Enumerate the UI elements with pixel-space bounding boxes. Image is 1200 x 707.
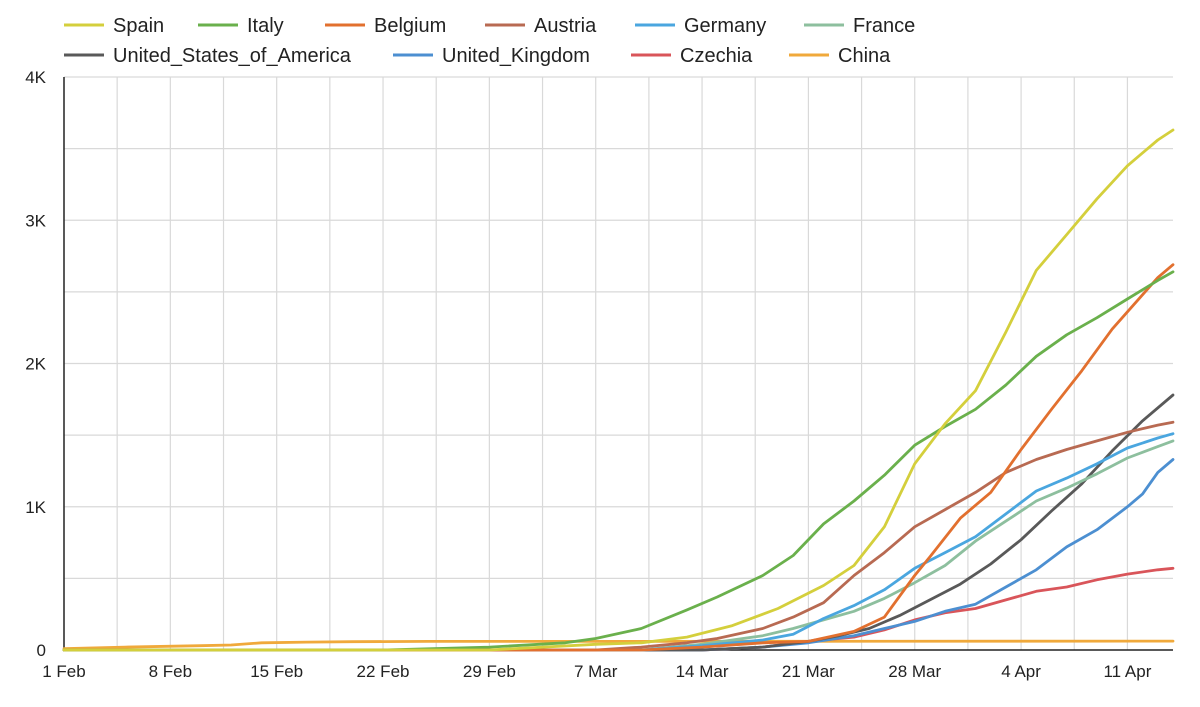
series-line-china <box>62 639 1175 650</box>
legend-label: Austria <box>534 15 597 37</box>
series-line-spain <box>62 128 1175 652</box>
series-line-france <box>62 439 1175 652</box>
series-line-italy <box>62 270 1175 652</box>
x-tick-label: 8 Feb <box>149 662 192 681</box>
series-line-united-kingdom <box>62 458 1175 652</box>
x-tick-label: 29 Feb <box>463 662 516 681</box>
legend-label: France <box>853 15 915 37</box>
legend-item-united-states-of-america: United_States_of_America <box>64 45 352 67</box>
x-tick-label: 1 Feb <box>42 662 85 681</box>
legend-label: United_Kingdom <box>442 45 590 67</box>
legend-item-italy: Italy <box>198 15 284 37</box>
series-line-belgium <box>62 263 1175 652</box>
legend-item-belgium: Belgium <box>325 15 446 37</box>
x-tick-label: 21 Mar <box>782 662 835 681</box>
series-line-czechia <box>62 566 1175 652</box>
y-tick-label: 0 <box>37 641 46 660</box>
series-lines <box>62 128 1175 652</box>
x-tick-label: 11 Apr <box>1103 662 1151 681</box>
legend-label: United_States_of_America <box>113 45 352 67</box>
x-tick-label: 14 Mar <box>676 662 729 681</box>
series-line-austria <box>62 420 1175 652</box>
legend-label: Italy <box>247 15 284 37</box>
gridlines <box>64 76 1173 650</box>
x-tick-label: 7 Mar <box>574 662 618 681</box>
legend-label: Spain <box>113 15 164 37</box>
legend-label: Germany <box>684 15 766 37</box>
legend-item-germany: Germany <box>635 15 766 37</box>
legend-label: China <box>838 45 891 67</box>
y-tick-label: 1K <box>25 498 46 517</box>
series-line-united-states-of-america <box>62 393 1175 652</box>
legend-item-china: China <box>789 45 891 67</box>
legend-label: Czechia <box>680 45 753 67</box>
y-tick-label: 2K <box>25 355 46 374</box>
legend-item-spain: Spain <box>64 15 164 37</box>
x-tick-label: 4 Apr <box>1001 662 1041 681</box>
legend-item-austria: Austria <box>485 15 597 37</box>
y-tick-label: 4K <box>25 68 46 87</box>
legend-item-united-kingdom: United_Kingdom <box>393 45 590 67</box>
y-tick-label: 3K <box>25 211 46 230</box>
series-line-germany <box>62 432 1175 652</box>
legend: Spain Italy Belgium Austria Germany France Uni… <box>64 15 915 67</box>
tick-labels: 0 1K 2K 3K 4K 1 Feb 8 Feb 15 Feb 22 Feb 29 Feb 7 M… <box>25 68 1152 681</box>
legend-item-france: France <box>804 15 915 37</box>
x-tick-label: 15 Feb <box>250 662 303 681</box>
legend-item-czechia: Czechia <box>631 45 753 67</box>
x-tick-label: 28 Mar <box>888 662 941 681</box>
x-tick-label: 22 Feb <box>357 662 410 681</box>
legend-label: Belgium <box>374 15 446 37</box>
